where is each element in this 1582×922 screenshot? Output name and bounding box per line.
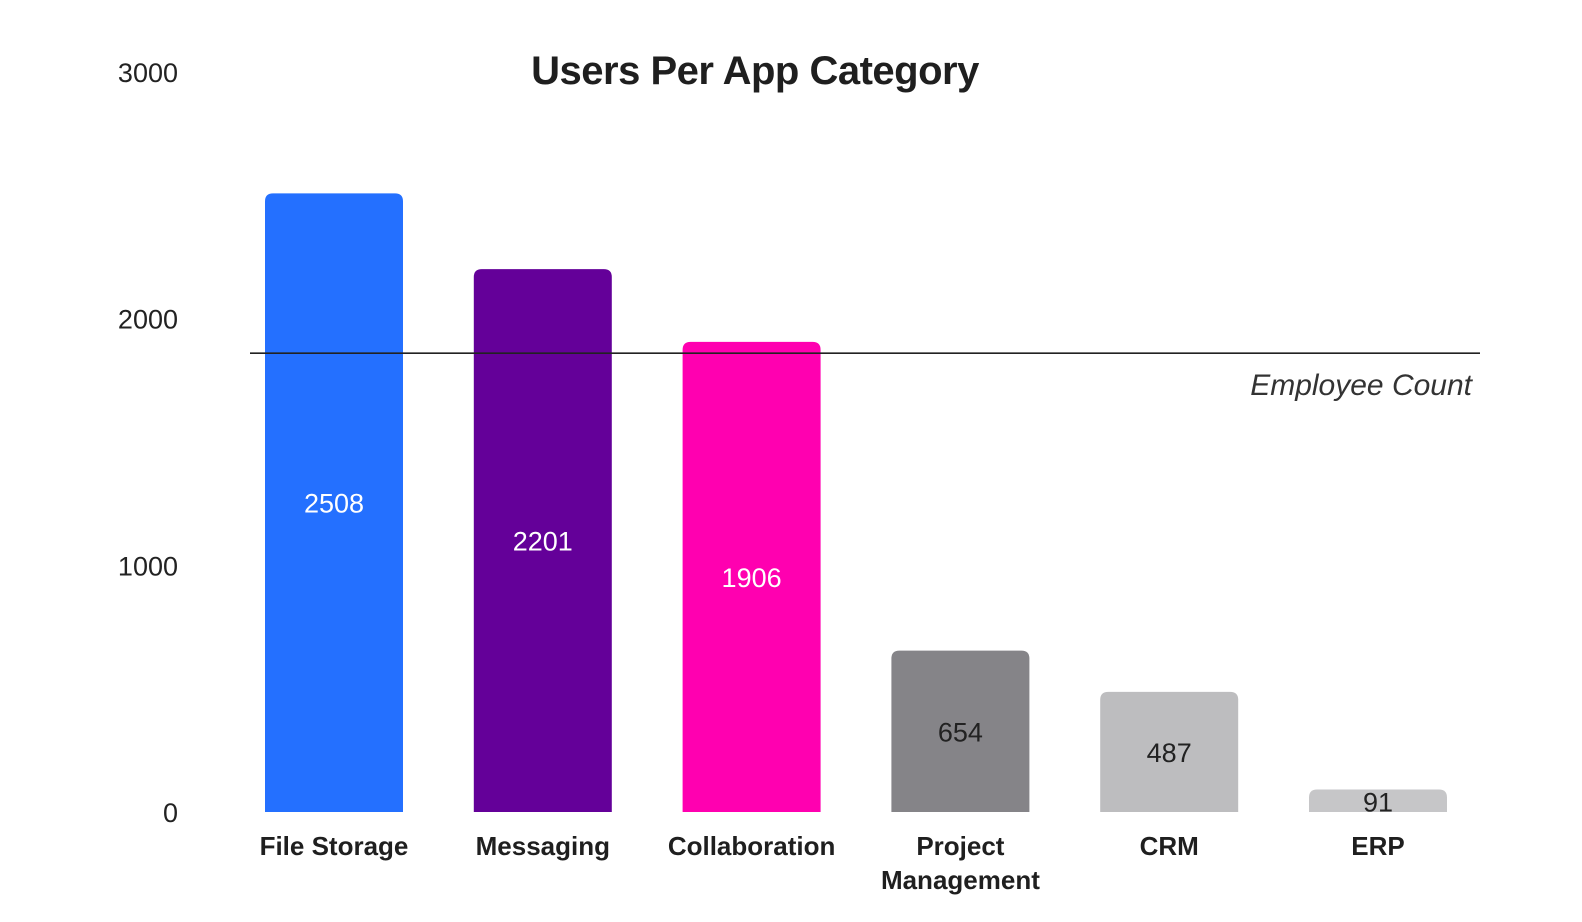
y-tick-label: 1000 [118,551,178,581]
x-tick-label: ERP [1351,831,1404,861]
bar-value-label: 654 [938,717,983,747]
x-tick-label: Project Management [881,831,1040,895]
y-tick-label: 3000 [118,58,178,88]
x-tick-label: CRM [1140,831,1199,861]
bars [265,193,1447,813]
x-axis-ticks: File Storage Messaging Collaboration Projec… [260,831,1405,895]
bar-erp [1309,789,1447,812]
bar-value-label: 2201 [513,527,573,557]
bar-crm [1100,691,1239,812]
x-tick-label: Collaboration [668,831,836,861]
bar-value-label: 2508 [304,489,364,519]
bar-value-label: 1906 [722,563,782,593]
employee-count-label: Employee Count [1250,369,1473,402]
y-axis-ticks: 0 1000 2000 3000 [118,58,178,828]
bar-file-storage [265,193,403,813]
bar-value-label: 487 [1147,738,1192,768]
bar-value-labels: 2508 2201 1906 654 487 91 [304,489,1393,818]
x-tick-label: Messaging [476,831,610,861]
bar-project-management [891,650,1030,812]
chart-title: Users Per App Category [531,49,980,93]
x-tick-label: File Storage [260,831,409,861]
bar-value-label: 91 [1363,788,1393,818]
y-tick-label: 2000 [118,305,178,335]
bar-messaging [473,269,612,812]
y-tick-label: 0 [163,798,178,828]
bar-collaboration [682,341,821,812]
